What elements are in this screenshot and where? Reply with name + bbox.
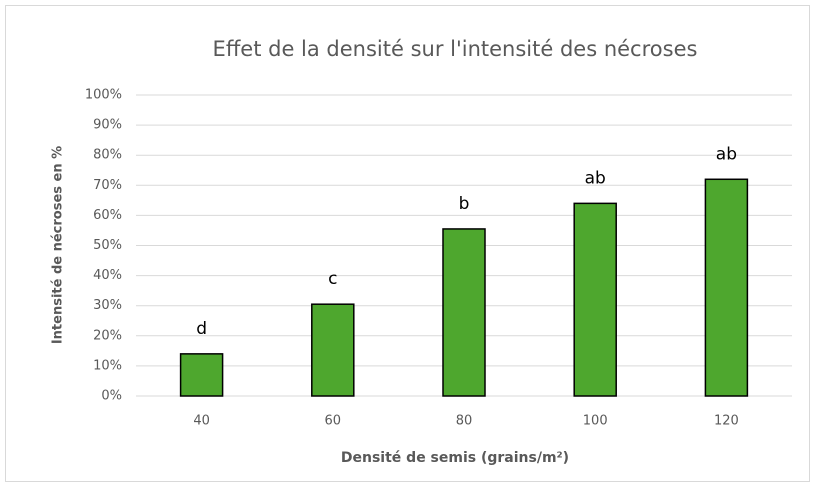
x-tick-label: 120 xyxy=(714,414,739,429)
x-tick-label: 80 xyxy=(456,414,473,429)
annotation: ab xyxy=(716,144,737,164)
y-tick-label: 90% xyxy=(93,118,122,133)
y-tick-label: 100% xyxy=(85,88,122,103)
y-tick-label: 60% xyxy=(93,208,122,223)
y-tick-label: 10% xyxy=(93,358,122,373)
y-tick-label: 0% xyxy=(101,389,122,404)
x-axis-label: Densité de semis (grains/m²) xyxy=(341,450,569,466)
y-tick-label: 50% xyxy=(93,238,122,253)
annotation: c xyxy=(328,269,337,289)
y-tick-label: 30% xyxy=(93,298,122,313)
x-tick-label: 100 xyxy=(583,414,608,429)
bar xyxy=(573,202,617,397)
annotation: b xyxy=(459,194,470,214)
y-tick-label: 20% xyxy=(93,328,122,343)
x-tick-label: 60 xyxy=(325,414,342,429)
y-tick-label: 80% xyxy=(93,148,122,163)
bar xyxy=(311,303,355,397)
y-tick-label: 70% xyxy=(93,178,122,193)
y-axis-label: Intensité de nécroses en % xyxy=(51,146,66,344)
annotation: ab xyxy=(585,168,606,188)
chart-border xyxy=(5,5,810,482)
annotation: d xyxy=(196,319,207,339)
y-tick-label: 40% xyxy=(93,268,122,283)
chart-title: Effet de la densité sur l'intensité des … xyxy=(213,37,698,61)
x-tick-label: 40 xyxy=(193,414,210,429)
bar xyxy=(704,178,749,397)
bar xyxy=(442,228,486,397)
bar xyxy=(179,353,224,397)
